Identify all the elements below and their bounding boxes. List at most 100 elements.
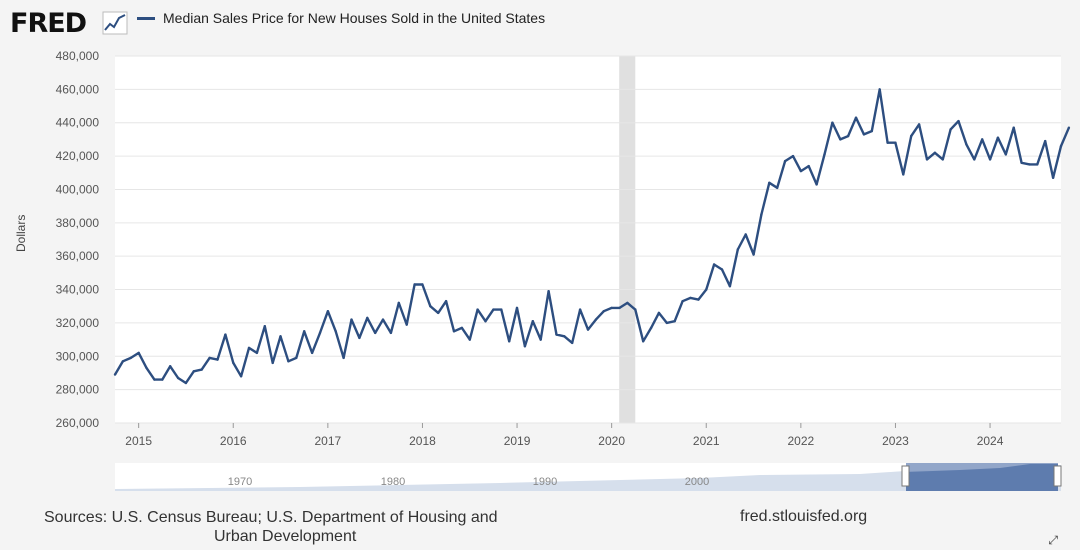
legend-label: Median Sales Price for New Houses Sold i… <box>163 10 546 26</box>
sources-note: Sources: U.S. Census Bureau; U.S. Depart… <box>44 508 498 546</box>
data-point <box>768 181 771 184</box>
data-point <box>405 323 408 326</box>
data-point <box>484 320 487 323</box>
x-tick-label: 2024 <box>977 434 1004 448</box>
y-tick-label: 460,000 <box>56 82 100 96</box>
data-point <box>492 308 495 311</box>
data-point <box>129 356 132 360</box>
site-url[interactable]: fred.stlouisfed.org <box>740 508 868 525</box>
data-point <box>303 330 306 333</box>
data-point <box>1051 176 1055 179</box>
data-point <box>460 326 464 330</box>
y-tick-label: 360,000 <box>56 249 100 263</box>
x-tick-label: 2017 <box>314 434 341 448</box>
data-point <box>783 159 787 163</box>
y-tick-label: 400,000 <box>56 182 100 196</box>
data-point <box>728 285 732 288</box>
y-tick-label: 380,000 <box>56 216 100 230</box>
data-point <box>1012 126 1015 129</box>
data-point <box>500 308 503 311</box>
data-point <box>886 141 889 144</box>
data-point <box>1059 144 1063 148</box>
data-point <box>310 351 314 355</box>
series-line <box>113 88 1071 385</box>
data-point <box>295 356 298 360</box>
data-point <box>1036 163 1039 166</box>
data-point <box>531 320 534 323</box>
data-point <box>1028 163 1031 166</box>
data-point <box>413 283 416 286</box>
data-point <box>949 128 952 131</box>
data-point <box>657 311 661 315</box>
data-point <box>397 301 400 305</box>
data-point <box>468 338 471 341</box>
data-point <box>941 158 944 161</box>
data-point <box>634 308 637 311</box>
x-tick-label: 2015 <box>125 434 152 448</box>
x-tick-label: 2020 <box>598 434 625 448</box>
data-point <box>539 338 542 341</box>
data-point <box>374 331 377 335</box>
data-point <box>515 306 519 310</box>
data-point <box>610 306 613 310</box>
data-point <box>452 330 456 333</box>
data-point <box>476 308 479 311</box>
y-tick-label: 320,000 <box>56 316 100 330</box>
data-point <box>665 321 668 325</box>
data-point <box>776 186 779 189</box>
data-point <box>902 173 905 176</box>
data-point <box>925 158 929 161</box>
navigator-decade-label: 1970 <box>228 476 252 488</box>
x-tick-label: 2021 <box>693 434 720 448</box>
fred-logo[interactable]: FRED <box>10 6 130 38</box>
data-point <box>389 331 393 335</box>
data-point <box>334 330 337 333</box>
data-point <box>137 351 140 355</box>
data-point <box>161 378 164 381</box>
data-point <box>350 318 353 321</box>
data-point <box>626 301 629 305</box>
data-point <box>216 358 219 361</box>
chart-line-icon <box>102 11 128 35</box>
expand-icon[interactable]: ⤢ <box>1048 533 1058 547</box>
right-handle[interactable] <box>1053 465 1062 487</box>
x-tick-label: 2016 <box>220 434 247 448</box>
data-point <box>649 326 653 330</box>
data-point <box>910 134 913 138</box>
data-point <box>113 373 117 376</box>
data-point <box>807 164 810 168</box>
data-point <box>508 340 511 343</box>
left-handle[interactable] <box>901 465 910 487</box>
data-point <box>444 300 448 303</box>
data-point <box>208 356 211 360</box>
data-point <box>823 153 826 156</box>
range-navigator[interactable]: 1970 1980 1990 2000 <box>115 463 1062 491</box>
data-point <box>239 375 243 378</box>
data-point <box>121 360 125 363</box>
y-tick-label: 260,000 <box>56 416 100 430</box>
data-point <box>200 368 203 371</box>
data-point <box>342 356 345 360</box>
y-tick-label: 280,000 <box>56 383 100 397</box>
data-point <box>957 119 960 123</box>
data-point <box>744 233 747 236</box>
data-point <box>760 213 763 216</box>
data-point <box>224 333 227 336</box>
data-point <box>791 154 795 158</box>
data-point <box>232 361 235 365</box>
navigator-decade-label: 2000 <box>685 476 709 488</box>
y-tick-label: 420,000 <box>56 149 100 163</box>
data-point <box>815 183 818 186</box>
data-point <box>862 133 866 136</box>
data-point <box>602 310 605 313</box>
data-point <box>736 248 739 251</box>
recession-shading <box>619 56 636 423</box>
data-point <box>437 311 440 315</box>
data-point <box>854 116 858 119</box>
data-point <box>981 138 984 141</box>
data-point <box>878 88 881 91</box>
data-point <box>681 300 684 303</box>
x-tick-label: 2023 <box>882 434 909 448</box>
data-point <box>1067 126 1071 129</box>
